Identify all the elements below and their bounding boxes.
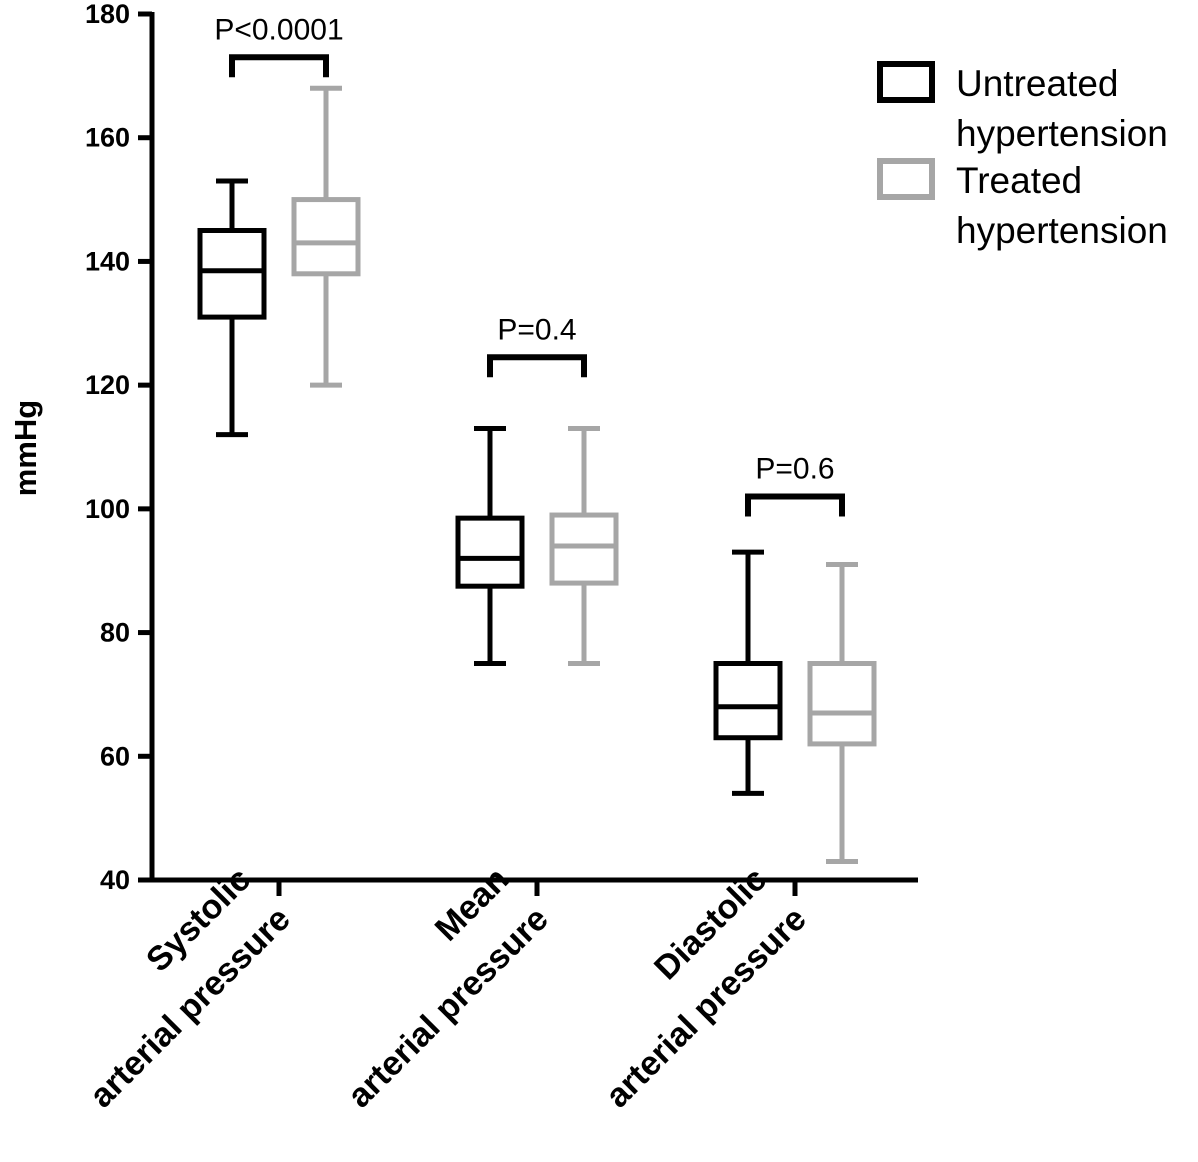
category-label: Systolicarterial pressure	[43, 860, 298, 1115]
legend-label-line: hypertension	[956, 210, 1168, 251]
box-group	[807, 562, 877, 864]
y-tick-label: 140	[85, 246, 130, 276]
y-axis-title: mmHg	[8, 400, 43, 496]
box-group	[549, 425, 619, 666]
significance-bracket	[745, 493, 845, 517]
category-label: Diastolicarterial pressure	[559, 860, 814, 1115]
legend-label: Treated hypertension	[956, 160, 1168, 251]
y-tick-label: 80	[100, 618, 130, 648]
legend-swatch	[877, 158, 935, 200]
legend: Untreated hypertension Treated hypertension	[877, 61, 1168, 251]
legend-label-line: hypertension	[956, 113, 1168, 154]
legend-swatch	[877, 61, 935, 103]
y-tick-label: 180	[85, 0, 130, 29]
y-axis-ticks: 40 60 80 100 120 140 160 180	[85, 0, 152, 895]
p-value-annotations: P<0.0001 P=0.4 P=0.6	[214, 13, 845, 517]
iqr-box	[455, 515, 525, 589]
iqr-box	[291, 197, 361, 277]
p-value-label: P<0.0001	[214, 13, 343, 46]
legend-label: Untreated hypertension	[956, 63, 1168, 154]
box-group	[713, 549, 783, 796]
legend-label-line: Treated	[956, 160, 1082, 201]
y-tick-label: 120	[85, 370, 130, 400]
box-series	[197, 85, 877, 864]
y-tick-label: 160	[85, 123, 130, 153]
legend-label-line: Untreated	[956, 63, 1119, 104]
box-group	[455, 425, 525, 666]
iqr-box	[549, 512, 619, 586]
p-value-label: P=0.6	[755, 452, 834, 485]
y-tick-label: 40	[100, 865, 130, 895]
iqr-box	[197, 228, 267, 320]
y-tick-label: 100	[85, 494, 130, 524]
category-label: Meanarterial pressure	[301, 860, 556, 1115]
box-group	[197, 178, 267, 438]
iqr-box	[713, 661, 783, 741]
x-axis-category-labels: Systolicarterial pressure Meanarterial pr…	[43, 860, 814, 1115]
significance-bracket	[229, 54, 329, 78]
p-value-label: P=0.4	[497, 313, 576, 346]
significance-bracket	[487, 354, 587, 378]
iqr-box	[807, 661, 877, 747]
axes	[149, 12, 918, 883]
y-tick-label: 60	[100, 741, 130, 771]
box-group	[291, 85, 361, 388]
